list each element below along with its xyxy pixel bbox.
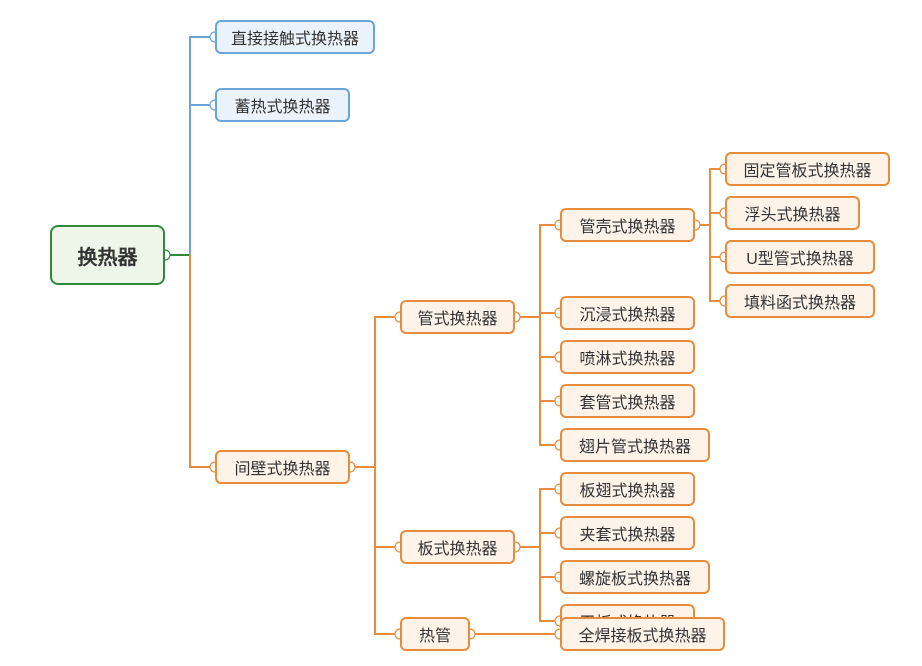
node-c10: 全焊接板式换热器 <box>560 617 725 651</box>
node-c4: 套管式换热器 <box>560 384 695 418</box>
node-c2: 沉浸式换热器 <box>560 296 695 330</box>
node-b1: 管式换热器 <box>400 300 515 334</box>
node-label: 夹套式换热器 <box>579 521 675 545</box>
node-label: 换热器 <box>78 241 138 270</box>
node-a2: 蓄热式换热器 <box>215 88 350 122</box>
node-label: 套管式换热器 <box>579 389 675 413</box>
node-b3: 热管 <box>400 617 470 651</box>
node-label: 间壁式换热器 <box>234 455 330 479</box>
node-label: 填料函式换热器 <box>744 289 856 313</box>
node-label: 固定管板式换热器 <box>743 157 871 181</box>
node-label: 浮头式换热器 <box>744 201 840 225</box>
node-d1: 固定管板式换热器 <box>725 152 890 186</box>
node-d3: U型管式换热器 <box>725 240 875 274</box>
node-c7: 夹套式换热器 <box>560 516 695 550</box>
node-label: 全焊接板式换热器 <box>578 622 706 646</box>
node-c3: 喷淋式换热器 <box>560 340 695 374</box>
node-label: 翅片管式换热器 <box>579 433 691 457</box>
node-label: 热管 <box>419 622 451 646</box>
node-label: 板翅式换热器 <box>579 477 675 501</box>
node-c6: 板翅式换热器 <box>560 472 695 506</box>
node-d2: 浮头式换热器 <box>725 196 860 230</box>
node-root: 换热器 <box>50 225 165 285</box>
node-label: 螺旋板式换热器 <box>579 565 691 589</box>
node-c5: 翅片管式换热器 <box>560 428 710 462</box>
diagram-canvas: 换热器 直接接触式换热器蓄热式换热器间壁式换热器 管式换热器板式换热器热管 管壳式换热… <box>0 0 922 666</box>
node-c1: 管壳式换热器 <box>560 208 695 242</box>
node-label: U型管式换热器 <box>746 245 854 269</box>
node-b2: 板式换热器 <box>400 530 515 564</box>
node-label: 板式换热器 <box>417 535 497 559</box>
node-label: 沉浸式换热器 <box>579 301 675 325</box>
node-d4: 填料函式换热器 <box>725 284 875 318</box>
node-c8: 螺旋板式换热器 <box>560 560 710 594</box>
node-label: 管壳式换热器 <box>579 213 675 237</box>
node-label: 喷淋式换热器 <box>579 345 675 369</box>
node-label: 蓄热式换热器 <box>234 93 330 117</box>
node-a1: 直接接触式换热器 <box>215 20 375 54</box>
node-label: 管式换热器 <box>417 305 497 329</box>
node-a3: 间壁式换热器 <box>215 450 350 484</box>
node-label: 直接接触式换热器 <box>231 25 359 49</box>
